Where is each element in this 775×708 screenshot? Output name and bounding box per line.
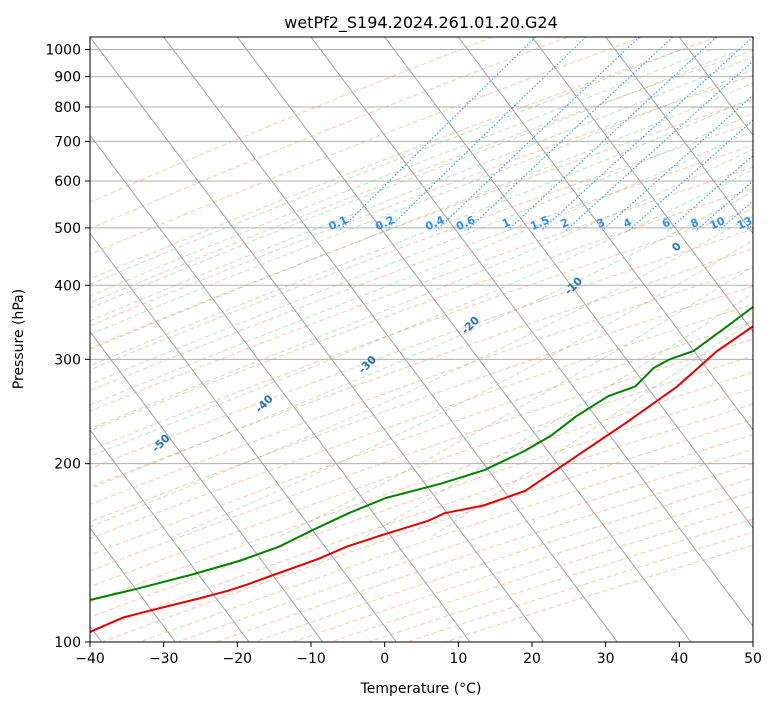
dry-adiabat-line bbox=[90, 387, 753, 618]
y-tick-label: 500 bbox=[54, 221, 81, 237]
moist-adiabat-line bbox=[90, 56, 753, 322]
dry-adiabat-line bbox=[90, 187, 753, 432]
dry-adiabat-line bbox=[90, 355, 753, 588]
moist-adiabat-line bbox=[363, 292, 753, 539]
x-tick-label: −10 bbox=[296, 651, 326, 667]
y-tick-label: 200 bbox=[54, 457, 81, 473]
y-tick-label: 1000 bbox=[45, 43, 81, 59]
mixing-ratio-line bbox=[540, 37, 753, 231]
x-tick-label: −30 bbox=[149, 651, 179, 667]
isotherms bbox=[90, 37, 753, 642]
y-tick-label: 100 bbox=[54, 635, 81, 651]
dry-adiabat-line bbox=[90, 144, 753, 392]
isotherm-line bbox=[310, 37, 753, 628]
y-tick-label: 700 bbox=[54, 134, 81, 150]
y-tick-label: 600 bbox=[54, 174, 81, 190]
dry-adiabat-line bbox=[90, 338, 753, 572]
isotherm-line bbox=[90, 429, 250, 642]
mixing-ratio-lines bbox=[339, 37, 753, 231]
mixing-ratio-line bbox=[435, 37, 640, 231]
dry-adiabat-line bbox=[90, 303, 753, 540]
mixing-ratio-line bbox=[385, 37, 587, 231]
dry-adiabat-line bbox=[90, 37, 494, 203]
isotherm-line bbox=[90, 134, 471, 642]
moist-adiabat-line bbox=[90, 148, 753, 430]
dry-adiabat-line bbox=[90, 98, 753, 349]
mixing-ratio-line bbox=[601, 94, 753, 231]
chart-title: wetPf2_S194.2024.261.01.20.G24 bbox=[284, 13, 558, 33]
isotherm-line bbox=[163, 37, 618, 642]
x-tick-label: 40 bbox=[670, 651, 688, 667]
dry-adiabat-line bbox=[90, 37, 643, 255]
y-tick-label: 900 bbox=[54, 70, 81, 86]
x-axis: −40 −30 −20 −10 0 10 20 30 40 50 bbox=[75, 642, 762, 667]
profiles bbox=[90, 305, 753, 634]
isotherm-line bbox=[90, 330, 324, 642]
moist-adiabat-line bbox=[277, 265, 753, 539]
dry-adiabats bbox=[90, 37, 753, 642]
pressure-gridlines bbox=[90, 49, 753, 642]
moist-adiabat-line bbox=[90, 82, 753, 350]
mixing-ratio-line bbox=[466, 37, 674, 231]
x-tick-label: 10 bbox=[449, 651, 467, 667]
mixing-ratio-line bbox=[667, 154, 753, 231]
x-tick-label: 50 bbox=[744, 651, 762, 667]
moist-adiabat-line bbox=[90, 49, 682, 285]
mixing-ratio-label: 10 bbox=[708, 214, 728, 232]
y-axis-label: Pressure (hPa) bbox=[11, 289, 27, 389]
mixing-ratio-line bbox=[507, 37, 717, 231]
y-tick-label: 300 bbox=[54, 352, 81, 368]
x-tick-label: −20 bbox=[223, 651, 253, 667]
isotherm-line bbox=[90, 232, 397, 642]
x-tick-label: 0 bbox=[380, 651, 389, 667]
x-tick-label: 20 bbox=[523, 651, 541, 667]
moist-adiabat-line bbox=[90, 49, 741, 309]
isotherm-line bbox=[457, 37, 753, 431]
isotherm-line bbox=[384, 37, 753, 529]
temperature-profile-line bbox=[90, 325, 753, 634]
dry-adiabat-line bbox=[90, 285, 753, 523]
isotherm-line bbox=[605, 37, 753, 235]
dewpoint-profile-line bbox=[90, 305, 753, 601]
mixing-ratio-line bbox=[339, 37, 536, 231]
dry-adiabat-line bbox=[90, 49, 753, 304]
dry-adiabat-line bbox=[90, 371, 753, 603]
x-tick-label: −40 bbox=[75, 651, 105, 667]
moist-adiabat-line bbox=[90, 112, 753, 385]
isotherm-line bbox=[90, 527, 176, 642]
mixing-ratio-label: 13 bbox=[735, 214, 754, 232]
y-tick-label: 400 bbox=[54, 278, 81, 294]
plot-area: -100-90-80-70-60-50-40-30-20-10010203040… bbox=[90, 37, 754, 642]
dry-adiabat-line bbox=[90, 74, 753, 327]
dry-adiabat-line bbox=[90, 37, 718, 280]
isotherm-line bbox=[90, 37, 545, 642]
isotherm-line bbox=[236, 37, 692, 642]
x-axis-label: Temperature (°C) bbox=[360, 681, 482, 697]
moist-adiabat-line bbox=[90, 49, 712, 297]
plot-frame bbox=[89, 36, 754, 643]
moist-adiabat-line bbox=[90, 96, 753, 367]
y-axis: 1000 900 800 700 600 500 400 300 200 100 bbox=[45, 43, 90, 651]
x-tick-label: 30 bbox=[597, 651, 615, 667]
dry-adiabat-line bbox=[90, 321, 753, 556]
y-tick-label: 800 bbox=[54, 100, 81, 116]
